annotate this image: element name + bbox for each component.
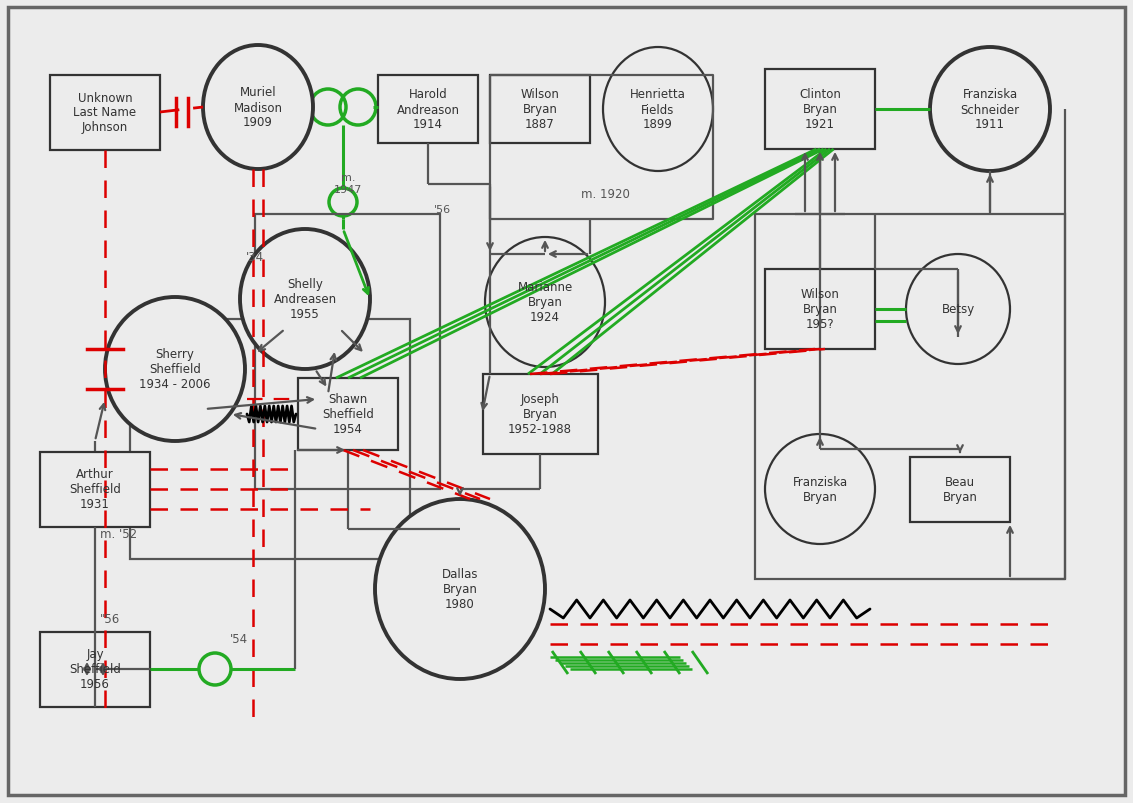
Ellipse shape xyxy=(240,230,370,369)
Text: Muriel
Madison
1909: Muriel Madison 1909 xyxy=(233,87,282,129)
Ellipse shape xyxy=(485,238,605,368)
Text: '54: '54 xyxy=(230,633,248,646)
Text: Harold
Andreason
1914: Harold Andreason 1914 xyxy=(397,88,460,132)
Text: Franziska
Bryan: Franziska Bryan xyxy=(792,475,847,503)
FancyBboxPatch shape xyxy=(910,457,1010,522)
Text: '56: '56 xyxy=(434,205,451,214)
FancyBboxPatch shape xyxy=(8,8,1125,795)
Ellipse shape xyxy=(603,48,713,172)
Ellipse shape xyxy=(203,46,313,169)
FancyBboxPatch shape xyxy=(489,76,590,144)
FancyBboxPatch shape xyxy=(40,452,150,527)
Text: m.
1947: m. 1947 xyxy=(334,173,363,194)
Text: Wilson
Bryan
1887: Wilson Bryan 1887 xyxy=(520,88,560,132)
FancyBboxPatch shape xyxy=(40,632,150,707)
Text: Dallas
Bryan
1980: Dallas Bryan 1980 xyxy=(442,568,478,611)
Text: Marianne
Bryan
1924: Marianne Bryan 1924 xyxy=(518,281,572,324)
Ellipse shape xyxy=(906,255,1010,365)
Text: Shawn
Sheffield
1954: Shawn Sheffield 1954 xyxy=(322,393,374,436)
Text: Beau
Bryan: Beau Bryan xyxy=(943,475,978,503)
FancyBboxPatch shape xyxy=(765,270,875,349)
Text: Betsy: Betsy xyxy=(942,303,974,316)
Text: Unknown
Last Name
Johnson: Unknown Last Name Johnson xyxy=(74,92,137,134)
Ellipse shape xyxy=(765,434,875,544)
Text: Franziska
Schneider
1911: Franziska Schneider 1911 xyxy=(961,88,1020,132)
Text: Henrietta
Fields
1899: Henrietta Fields 1899 xyxy=(630,88,685,132)
Ellipse shape xyxy=(375,499,545,679)
Text: m. 1920: m. 1920 xyxy=(580,188,630,202)
Ellipse shape xyxy=(930,48,1050,172)
Text: Sherry
Sheffield
1934 - 2006: Sherry Sheffield 1934 - 2006 xyxy=(139,348,211,391)
Ellipse shape xyxy=(105,298,245,442)
FancyBboxPatch shape xyxy=(378,76,478,144)
FancyBboxPatch shape xyxy=(50,75,160,150)
FancyBboxPatch shape xyxy=(765,70,875,150)
Text: Shelly
Andreasen
1955: Shelly Andreasen 1955 xyxy=(273,278,337,321)
Text: '34: '34 xyxy=(246,251,264,264)
Text: Joseph
Bryan
1952-1988: Joseph Bryan 1952-1988 xyxy=(508,393,572,436)
FancyBboxPatch shape xyxy=(298,378,398,450)
Text: m. '52: m. '52 xyxy=(100,528,137,541)
Text: Wilson
Bryan
195?: Wilson Bryan 195? xyxy=(801,288,840,331)
Text: Arthur
Sheffield
1931: Arthur Sheffield 1931 xyxy=(69,468,121,511)
Text: "56: "56 xyxy=(100,613,120,626)
Text: Jay
Sheffield
1956: Jay Sheffield 1956 xyxy=(69,648,121,691)
FancyBboxPatch shape xyxy=(483,374,597,454)
Text: Clinton
Bryan
1921: Clinton Bryan 1921 xyxy=(799,88,841,132)
